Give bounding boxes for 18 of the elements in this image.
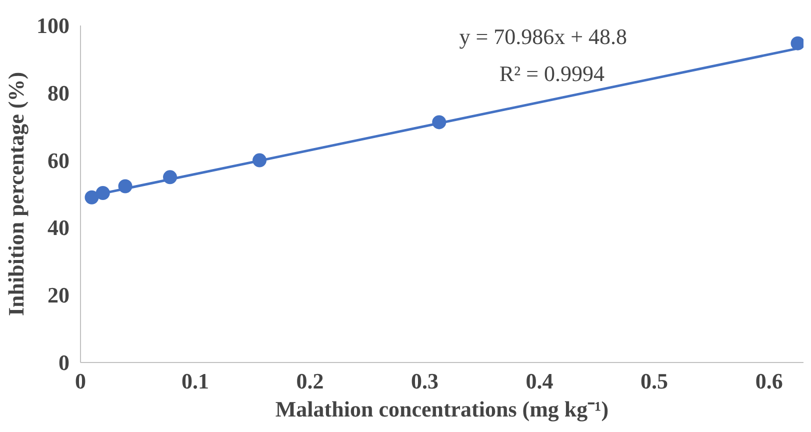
y-tick-label: 80 xyxy=(48,80,70,106)
y-tick-label: 40 xyxy=(48,215,70,240)
annotation: y = 70.986x + 48.8 xyxy=(459,24,628,50)
x-tick-label: 0 xyxy=(75,368,86,394)
x-tick-label: 0.4 xyxy=(526,368,554,394)
y-tick-label: 20 xyxy=(48,282,70,308)
x-tick-label: 0.3 xyxy=(411,368,439,394)
point xyxy=(790,36,804,50)
y-tick-label: 100 xyxy=(36,13,70,38)
annotation: R² = 0.9994 xyxy=(499,61,605,86)
x-tick-label: 0.2 xyxy=(296,368,324,394)
y-tick-label: 60 xyxy=(48,148,70,173)
x-tick-label: 0.6 xyxy=(755,368,783,394)
x-tick-label: 0.5 xyxy=(640,368,668,394)
x-axis-title: Malathion concentrations (mg kg⁻¹) xyxy=(275,396,609,422)
y-tick-label: 0 xyxy=(58,350,70,375)
x-tick-label: 0.1 xyxy=(182,368,210,394)
y-axis-title: Inhibition percentage (%) xyxy=(4,72,28,316)
